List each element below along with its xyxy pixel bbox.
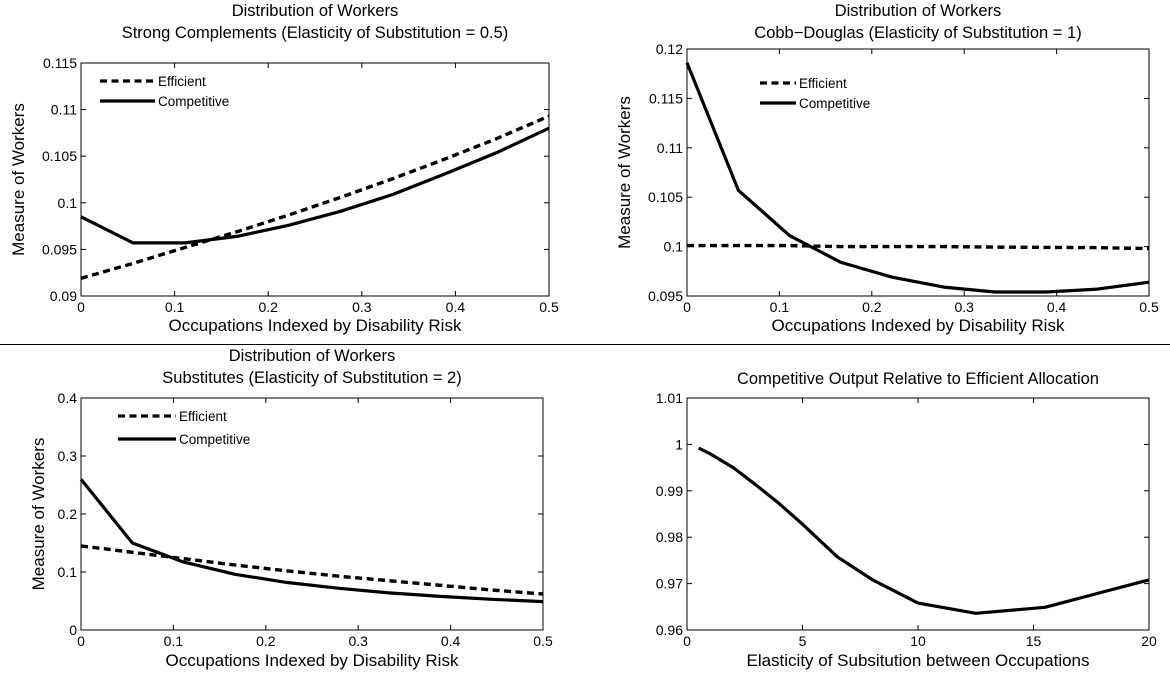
y-tick-label: 0.115 [43, 55, 77, 71]
plot-area-frame [686, 48, 1150, 297]
legend-label-competitive: Competitive [158, 94, 229, 109]
competitive-series-line [80, 126, 550, 245]
x-tick-label: 0.3 [954, 299, 974, 315]
x-tick-label: 0.5 [533, 633, 553, 649]
chart-title: Competitive Output Relative to Efficient… [737, 370, 1099, 388]
y-tick-label: 0.1 [58, 564, 78, 580]
x-tick-label: 10 [910, 633, 926, 649]
y-tick-label: 0.98 [656, 529, 683, 545]
legend-label-efficient: Efficient [179, 409, 227, 424]
x-tick-label: 0.4 [446, 299, 466, 315]
x-axis-label: Occupations Indexed by Disability Risk [166, 651, 459, 670]
x-tick-label: 20 [1141, 633, 1157, 649]
plot-area-frame [80, 397, 544, 631]
chart-title: Distribution of Workers [835, 2, 1002, 20]
legend-label-efficient: Efficient [158, 74, 206, 89]
legend: Efficient Competitive [760, 76, 870, 111]
y-tick-label: 0.99 [656, 483, 683, 499]
x-axis-label: Occupations Indexed by Disability Risk [772, 316, 1065, 335]
legend-label-competitive: Competitive [179, 432, 250, 447]
x-tick-label: 0.4 [441, 633, 461, 649]
x-tick-label: 0.5 [1139, 299, 1159, 315]
y-tick-label: 0.3 [58, 448, 78, 464]
x-tick-label: 0.2 [256, 633, 276, 649]
x-axis-label: Elasticity of Subsitution between Occupa… [746, 651, 1089, 670]
chart-title: Distribution of Workers [229, 347, 396, 365]
chart-subtitle: Substitutes (Elasticity of Substitution … [162, 369, 461, 387]
y-axis-label: Measure of Workers [9, 103, 28, 256]
y-tick-label: 0.09 [50, 288, 77, 304]
plot-area-frame [686, 397, 1150, 631]
y-tick-label: 0.96 [656, 622, 683, 638]
y-tick-label: 0.1 [58, 195, 78, 211]
chart-title: Distribution of Workers [232, 2, 399, 20]
y-tick-label: 0.97 [656, 576, 683, 592]
x-tick-label: 0.3 [352, 299, 372, 315]
x-tick-label: 0 [683, 299, 691, 315]
y-tick-label: 0.11 [657, 140, 683, 156]
output-series-line [697, 446, 1150, 615]
legend-label-competitive: Competitive [799, 96, 870, 111]
y-tick-label: 1 [675, 436, 683, 452]
chart-subtitle: Cobb−Douglas (Elasticity of Substitution… [754, 24, 1081, 42]
x-tick-label: 0.2 [258, 299, 278, 315]
x-tick-label: 0.5 [539, 299, 559, 315]
x-tick-label: 0 [683, 633, 691, 649]
y-tick-label: 0.115 [649, 90, 683, 106]
competitive-series-line [685, 62, 1150, 294]
x-tick-label: 0.4 [1047, 299, 1067, 315]
x-axis-label: Occupations Indexed by Disability Risk [169, 316, 462, 335]
y-axis-label: Measure of Workers [29, 438, 48, 591]
panel-divider [0, 344, 1170, 345]
y-tick-label: 0.11 [51, 102, 77, 118]
y-tick-label: 0.105 [648, 189, 683, 205]
chart-panel-2: Distribution of Workers Cobb−Douglas (Ela… [615, 2, 1159, 335]
legend-label-efficient: Efficient [799, 76, 847, 91]
chart-subtitle: Strong Complements (Elasticity of Substi… [122, 24, 509, 42]
y-tick-label: 0.095 [648, 288, 683, 304]
x-tick-label: 0.1 [770, 299, 790, 315]
chart-panel-3: Distribution of Workers Substitutes (Elas… [29, 347, 553, 670]
x-tick-label: 0.1 [164, 633, 184, 649]
chart-panel-4: Competitive Output Relative to Efficient… [656, 370, 1157, 670]
plot-area-frame [80, 62, 550, 297]
y-tick-label: 0.4 [58, 390, 78, 406]
y-tick-label: 0 [69, 622, 77, 638]
y-tick-label: 0.095 [42, 241, 77, 257]
x-tick-label: 5 [799, 633, 807, 649]
y-tick-label: 0.1 [664, 239, 684, 255]
y-axis-label: Measure of Workers [615, 96, 634, 249]
y-tick-label: 1.01 [656, 390, 683, 406]
x-tick-label: 0 [77, 633, 85, 649]
efficient-series-line [687, 243, 1150, 251]
efficient-series-line [80, 544, 544, 596]
x-tick-label: 0.2 [862, 299, 882, 315]
legend: Efficient Competitive [100, 74, 229, 109]
x-tick-label: 0 [77, 299, 85, 315]
legend: Efficient Competitive [118, 409, 250, 447]
y-tick-label: 0.2 [58, 506, 78, 522]
y-tick-label: 0.105 [42, 148, 77, 164]
x-tick-label: 0.1 [165, 299, 185, 315]
x-tick-label: 0.3 [348, 633, 368, 649]
y-tick-label: 0.12 [656, 41, 683, 57]
efficient-series-line [80, 114, 550, 280]
competitive-series-line [79, 478, 544, 604]
x-tick-label: 15 [1026, 633, 1042, 649]
chart-panel-1: Distribution of Workers Strong Complement… [9, 2, 559, 335]
